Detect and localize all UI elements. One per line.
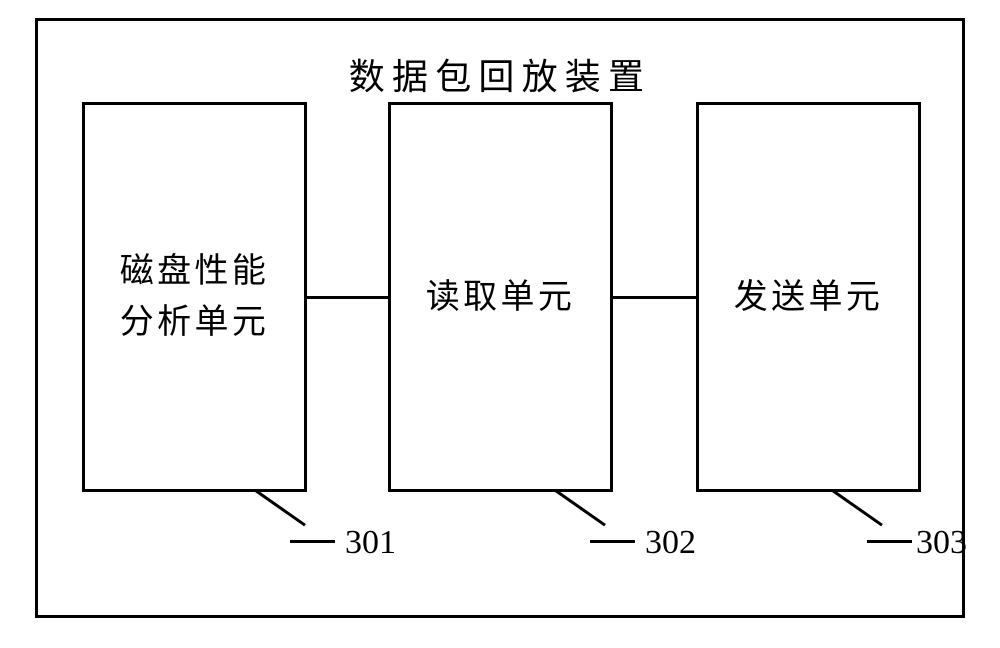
- node-read-unit: 读取单元: [388, 102, 613, 492]
- edge-n1-n2: [307, 296, 388, 299]
- node-label: 发送单元: [734, 272, 884, 323]
- ref-label-301: 301: [345, 524, 396, 562]
- leader-horiz: [590, 540, 635, 543]
- ref-label-302: 302: [645, 524, 696, 562]
- node-disk-perf-analysis-unit: 磁盘性能分析单元: [82, 102, 307, 492]
- edge-n2-n3: [613, 296, 696, 299]
- leader-horiz: [290, 540, 335, 543]
- node-label: 读取单元: [426, 272, 576, 323]
- diagram-title: 数据包回放装置: [0, 48, 1000, 100]
- leader-horiz: [867, 540, 912, 543]
- ref-label-303: 303: [916, 524, 967, 562]
- node-label: 磁盘性能分析单元: [120, 246, 270, 348]
- node-send-unit: 发送单元: [696, 102, 921, 492]
